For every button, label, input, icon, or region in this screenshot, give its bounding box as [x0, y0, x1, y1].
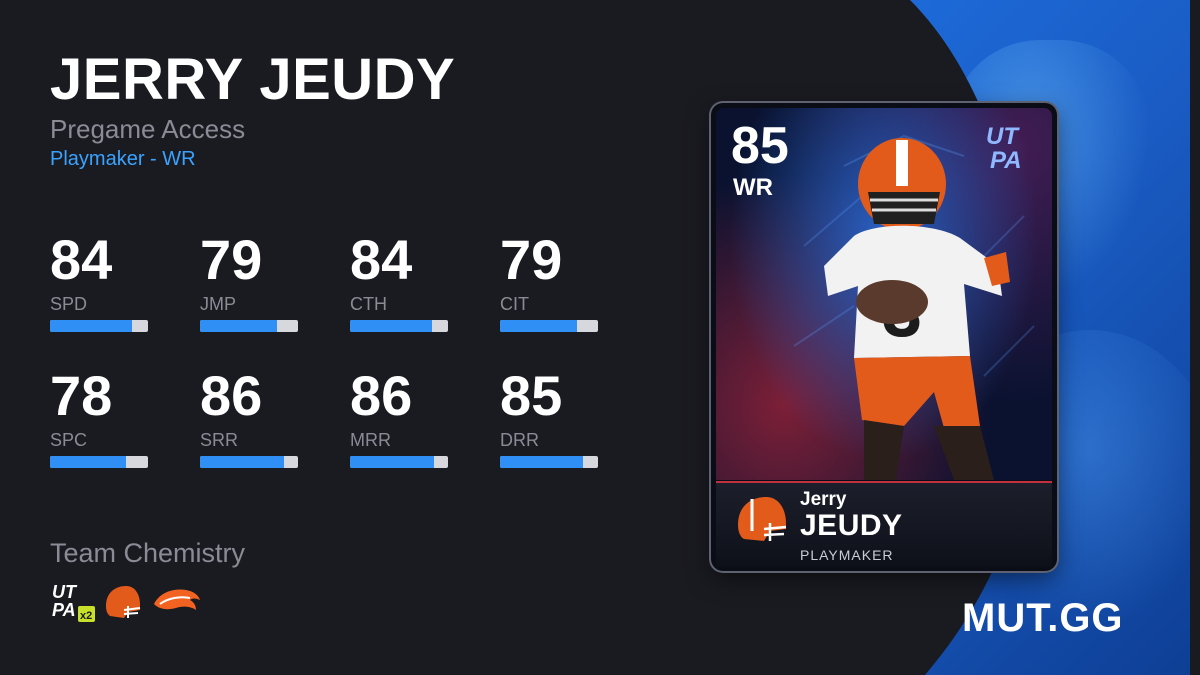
- stat-label: JMP: [200, 294, 236, 314]
- stat-label: SPC: [50, 430, 88, 450]
- browns-helmet-icon: [738, 497, 787, 541]
- svg-text:PA: PA: [52, 600, 76, 620]
- stat-bar-fill: [500, 320, 578, 332]
- stat-label: SRR: [200, 430, 239, 450]
- program-name: Pregame Access: [50, 114, 246, 144]
- stat-bar-fill: [500, 456, 584, 468]
- team-chemistry-title: Team Chemistry: [50, 538, 246, 568]
- broncos-logo-icon: [154, 589, 200, 610]
- stat-bar: [350, 456, 448, 468]
- stat-value: 86: [200, 364, 263, 427]
- stat-bar: [500, 320, 598, 332]
- stat-jmp: 79 JMP: [200, 230, 300, 332]
- card-nameplate: Jerry JEUDY PLAYMAKER: [716, 481, 1052, 567]
- team-chemistry-icons: UT PA x2: [50, 580, 210, 624]
- stat-spd: 84 SPD: [50, 230, 150, 332]
- stat-srr: 86 SRR: [200, 366, 300, 468]
- svg-text:UT: UT: [52, 582, 78, 602]
- stat-bar-fill: [200, 456, 285, 468]
- stat-value: 84: [350, 228, 413, 291]
- player-card[interactable]: 3 85 WR UT PA Jerry JEUDY PLAYMAKER: [711, 103, 1057, 571]
- stat-value: 79: [200, 228, 263, 291]
- stat-bar: [200, 320, 298, 332]
- stat-bar: [500, 456, 598, 468]
- stat-bar-fill: [350, 320, 433, 332]
- stat-label: DRR: [500, 430, 539, 450]
- svg-text:x2: x2: [80, 610, 92, 622]
- stat-value: 79: [500, 228, 563, 291]
- card-overall-rating: 85: [731, 117, 789, 175]
- stat-bar-fill: [350, 456, 435, 468]
- stat-bar: [350, 320, 448, 332]
- stat-bar: [50, 456, 148, 468]
- stat-value: 86: [350, 364, 413, 427]
- stat-label: SPD: [50, 294, 88, 314]
- stat-mrr: 86 MRR: [350, 366, 450, 468]
- svg-text:PA: PA: [990, 147, 1022, 172]
- stat-label: CIT: [500, 294, 529, 314]
- stat-bar-fill: [50, 456, 127, 468]
- card-last-name: JEUDY: [800, 509, 903, 542]
- card-first-name: Jerry: [800, 489, 847, 510]
- card-archetype: PLAYMAKER: [800, 547, 894, 563]
- stat-value: 78: [50, 364, 113, 427]
- stat-drr: 85 DRR: [500, 366, 600, 468]
- utpa-program-logo-icon: UT PA: [986, 123, 1022, 172]
- player-image: 3: [793, 134, 1035, 480]
- utpa-logo-icon: UT PA x2: [52, 582, 95, 622]
- card-art: 3 85 WR UT PA: [716, 108, 1052, 480]
- stat-bar: [200, 456, 298, 468]
- browns-helmet-icon: [106, 586, 141, 618]
- player-archetype: Playmaker - WR: [50, 148, 196, 170]
- site-logo[interactable]: MUT.GG: [962, 596, 1124, 640]
- stat-value: 84: [50, 228, 113, 291]
- stat-spc: 78 SPC: [50, 366, 150, 468]
- stat-label: CTH: [350, 294, 387, 314]
- stat-label: MRR: [350, 430, 391, 450]
- card-position: WR: [733, 174, 773, 201]
- stat-value: 85: [500, 364, 563, 427]
- stat-bar: [50, 320, 148, 332]
- stat-bar-fill: [50, 320, 133, 332]
- player-name: JERRY JEUDY: [50, 47, 456, 112]
- svg-text:UT: UT: [986, 123, 1020, 150]
- stat-cth: 84 CTH: [350, 230, 450, 332]
- stat-bar-fill: [200, 320, 278, 332]
- stat-cit: 79 CIT: [500, 230, 600, 332]
